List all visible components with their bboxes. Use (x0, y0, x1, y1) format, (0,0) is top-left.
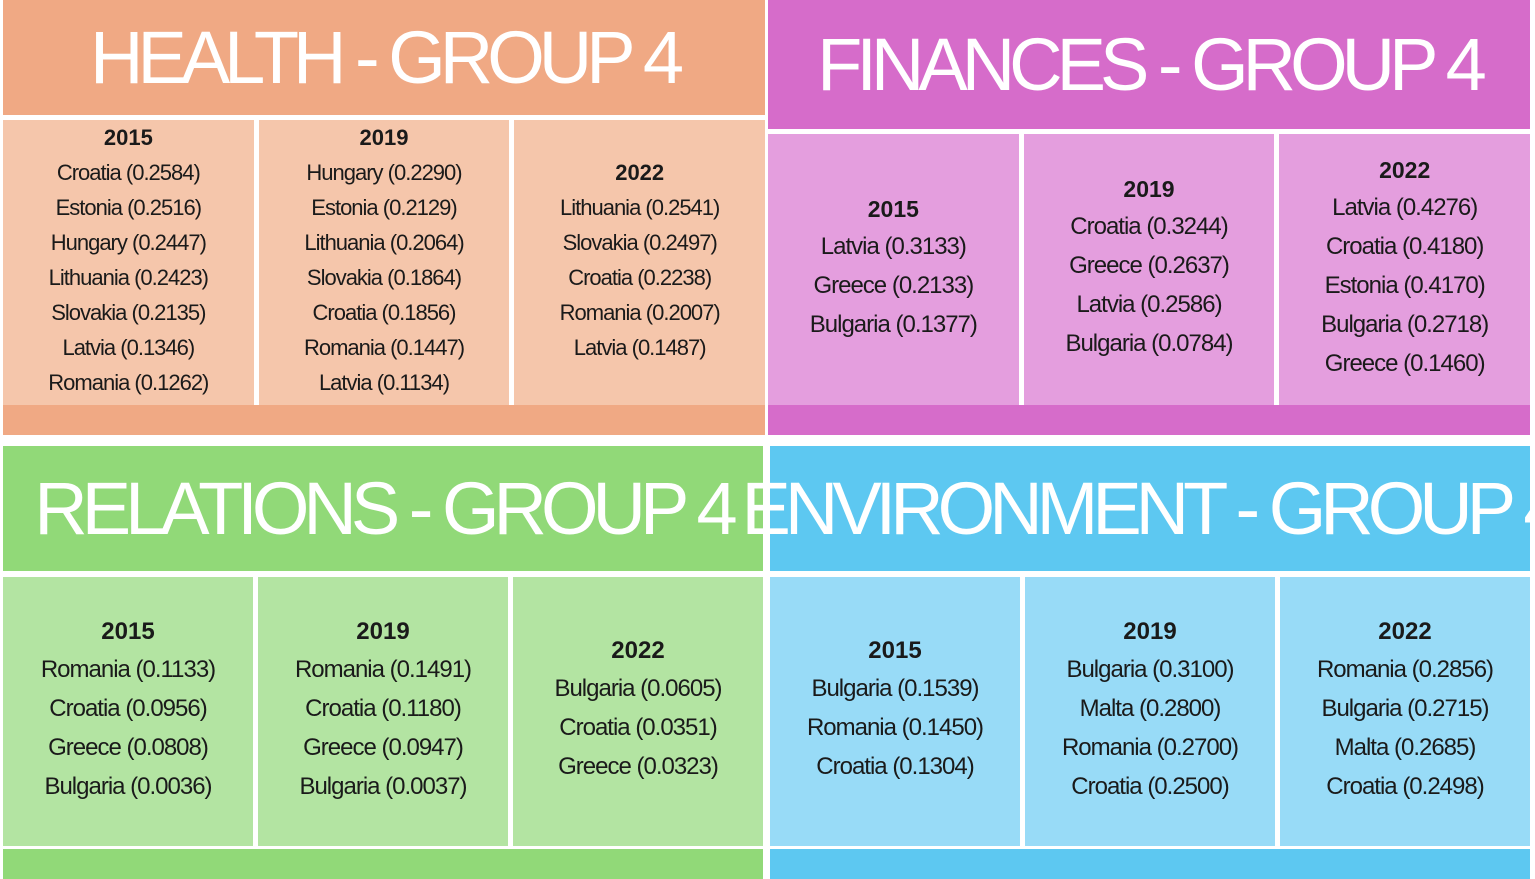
relations-column-2022: 2022 Bulgaria (0.0605) Croatia (0.0351) Gre… (513, 577, 763, 846)
environment-column-2015: 2015 Bulgaria (0.1539) Romania (0.1450) Cro… (770, 577, 1020, 846)
country-score-entry: Malta (0.2685) (1334, 733, 1477, 761)
country-score-entry: Bulgaria (0.2715) (1321, 694, 1489, 722)
relations-column-2019: 2019 Romania (0.1491) Croatia (0.1180) Gree… (258, 577, 508, 846)
country-score-entry: Croatia (0.1304) (816, 753, 974, 780)
year-heading: 2022 (615, 160, 665, 185)
environment-column-2022: 2022 Romania (0.2856) Bulgaria (0.2715) Mal… (1280, 577, 1530, 846)
health-footer-bar (3, 405, 765, 435)
year-heading: 2019 (1123, 176, 1175, 202)
relations-title: RELATIONS - GROUP 4 (3, 446, 763, 571)
year-heading: 2019 (359, 125, 409, 150)
country-score-entry: Romania (0.1447) (303, 335, 465, 360)
country-score-entry: Slovakia (0.1864) (306, 265, 462, 290)
relations-panel: RELATIONS - GROUP 4 2015 Romania (0.1133)… (3, 446, 763, 879)
country-score-entry: Romania (0.1133) (40, 655, 216, 683)
country-score-entry: Bulgaria (0.0605) (554, 675, 722, 702)
year-heading: 2015 (868, 637, 922, 664)
environment-columns: 2015 Bulgaria (0.1539) Romania (0.1450) Cro… (770, 577, 1530, 846)
year-heading: 2019 (356, 617, 410, 645)
country-score-entry: Bulgaria (0.1377) (809, 310, 978, 338)
country-score-entry: Latvia (0.1487) (573, 335, 707, 360)
environment-panel: ENVIRONMENT - GROUP 4 2015 Bulgaria (0.15… (742, 446, 1535, 879)
country-score-entry: Romania (0.1450) (806, 714, 984, 741)
country-score-entry: Croatia (0.3244) (1070, 213, 1228, 240)
finances-panel: FINANCES - GROUP 4 2015 Latvia (0.3133) Gr… (768, 0, 1531, 435)
country-score-entry: Croatia (0.4180) (1325, 232, 1484, 260)
country-score-entry: Estonia (0.2516) (55, 195, 202, 220)
country-score-entry: Lithuania (0.2541) (560, 195, 720, 220)
relations-column-2015: 2015 Romania (0.1133) Croatia (0.0956) Gree… (3, 577, 253, 846)
country-score-entry: Slovakia (0.2135) (51, 300, 206, 325)
environment-footer-bar (770, 849, 1530, 879)
relations-columns: 2015 Romania (0.1133) Croatia (0.0956) Gree… (3, 577, 763, 846)
year-heading: 2022 (611, 637, 665, 664)
country-score-entry: Estonia (0.4170) (1324, 271, 1486, 299)
country-score-entry: Croatia (0.2238) (568, 265, 712, 290)
country-score-entry: Romania (0.2007) (559, 300, 721, 325)
country-score-entry: Latvia (0.2586) (1076, 291, 1222, 318)
year-heading: 2022 (1379, 156, 1431, 183)
finances-column-2019: 2019 Croatia (0.3244) Greece (0.2637) Latvi… (1023, 134, 1275, 405)
country-score-entry: Greece (0.2133) (813, 271, 974, 299)
country-score-entry: Lithuania (0.2423) (48, 265, 209, 290)
health-title: HEALTH - GROUP 4 (3, 0, 765, 115)
finances-footer-bar (768, 405, 1530, 435)
country-score-entry: Bulgaria (0.0037) (299, 772, 467, 800)
year-heading: 2015 (867, 195, 919, 222)
country-score-entry: Greece (0.0947) (303, 733, 464, 761)
health-column-2022: 2022 Lithuania (0.2541) Slovakia (0.2497) C… (514, 120, 766, 405)
country-score-entry: Romania (0.2700) (1061, 733, 1239, 761)
year-heading: 2015 (103, 125, 153, 150)
environment-column-2019: 2019 Bulgaria (0.3100) Malta (0.2800) Roman… (1025, 577, 1275, 846)
country-score-entry: Greece (0.0323) (558, 753, 719, 780)
country-score-entry: Croatia (0.1180) (305, 694, 462, 722)
year-heading: 2015 (101, 617, 155, 645)
year-heading: 2019 (1123, 617, 1177, 645)
year-heading: 2022 (1378, 617, 1432, 645)
country-score-entry: Slovakia (0.2497) (562, 230, 718, 255)
relations-footer-bar (3, 849, 763, 879)
country-score-entry: Latvia (0.1346) (62, 335, 195, 360)
country-score-entry: Croatia (0.2584) (56, 160, 201, 185)
country-score-entry: Lithuania (0.2064) (304, 230, 464, 255)
country-score-entry: Bulgaria (0.3100) (1066, 655, 1234, 683)
country-score-entry: Bulgaria (0.0036) (44, 772, 212, 800)
country-score-entry: Croatia (0.2498) (1326, 772, 1484, 800)
country-score-entry: Croatia (0.2500) (1071, 772, 1229, 800)
country-score-entry: Bulgaria (0.1539) (811, 675, 979, 702)
finances-column-2015: 2015 Latvia (0.3133) Greece (0.2133) Bulgar… (768, 134, 1019, 405)
country-score-entry: Croatia (0.1856) (312, 300, 457, 325)
country-score-entry: Romania (0.1491) (294, 655, 472, 683)
health-panel: HEALTH - GROUP 4 2015 Croatia (0.2584) Est… (3, 0, 766, 435)
health-columns: 2015 Croatia (0.2584) Estonia (0.2516) Hung… (3, 120, 766, 405)
country-score-entry: Greece (0.0808) (48, 733, 209, 761)
country-score-entry: Hungary (0.2447) (50, 230, 207, 255)
country-score-entry: Hungary (0.2290) (306, 160, 462, 185)
country-score-entry: Croatia (0.0956) (49, 694, 207, 722)
country-score-entry: Latvia (0.1134) (318, 370, 450, 395)
country-score-entry: Greece (0.1460) (1324, 349, 1486, 377)
health-column-2019: 2019 Hungary (0.2290) Estonia (0.2129) Lith… (258, 120, 510, 405)
country-score-entry: Latvia (0.4276) (1332, 193, 1478, 221)
environment-title: ENVIRONMENT - GROUP 4 (742, 446, 1535, 571)
country-score-entry: Romania (0.2856) (1316, 655, 1494, 683)
country-score-entry: Croatia (0.0351) (559, 714, 717, 741)
country-score-entry: Greece (0.2637) (1069, 252, 1230, 279)
country-score-entry: Romania (0.1262) (48, 370, 209, 395)
country-score-entry: Malta (0.2800) (1079, 694, 1222, 722)
finances-columns: 2015 Latvia (0.3133) Greece (0.2133) Bulgar… (768, 134, 1531, 405)
finances-title: FINANCES - GROUP 4 (768, 0, 1530, 129)
health-column-2015: 2015 Croatia (0.2584) Estonia (0.2516) Hung… (3, 120, 254, 405)
country-score-entry: Bulgaria (0.2718) (1321, 310, 1489, 338)
country-score-entry: Latvia (0.3133) (820, 232, 967, 260)
country-score-entry: Estonia (0.2129) (311, 195, 457, 220)
country-score-entry: Bulgaria (0.0784) (1065, 330, 1233, 357)
finances-column-2022: 2022 Latvia (0.4276) Croatia (0.4180) Eston… (1279, 134, 1531, 405)
